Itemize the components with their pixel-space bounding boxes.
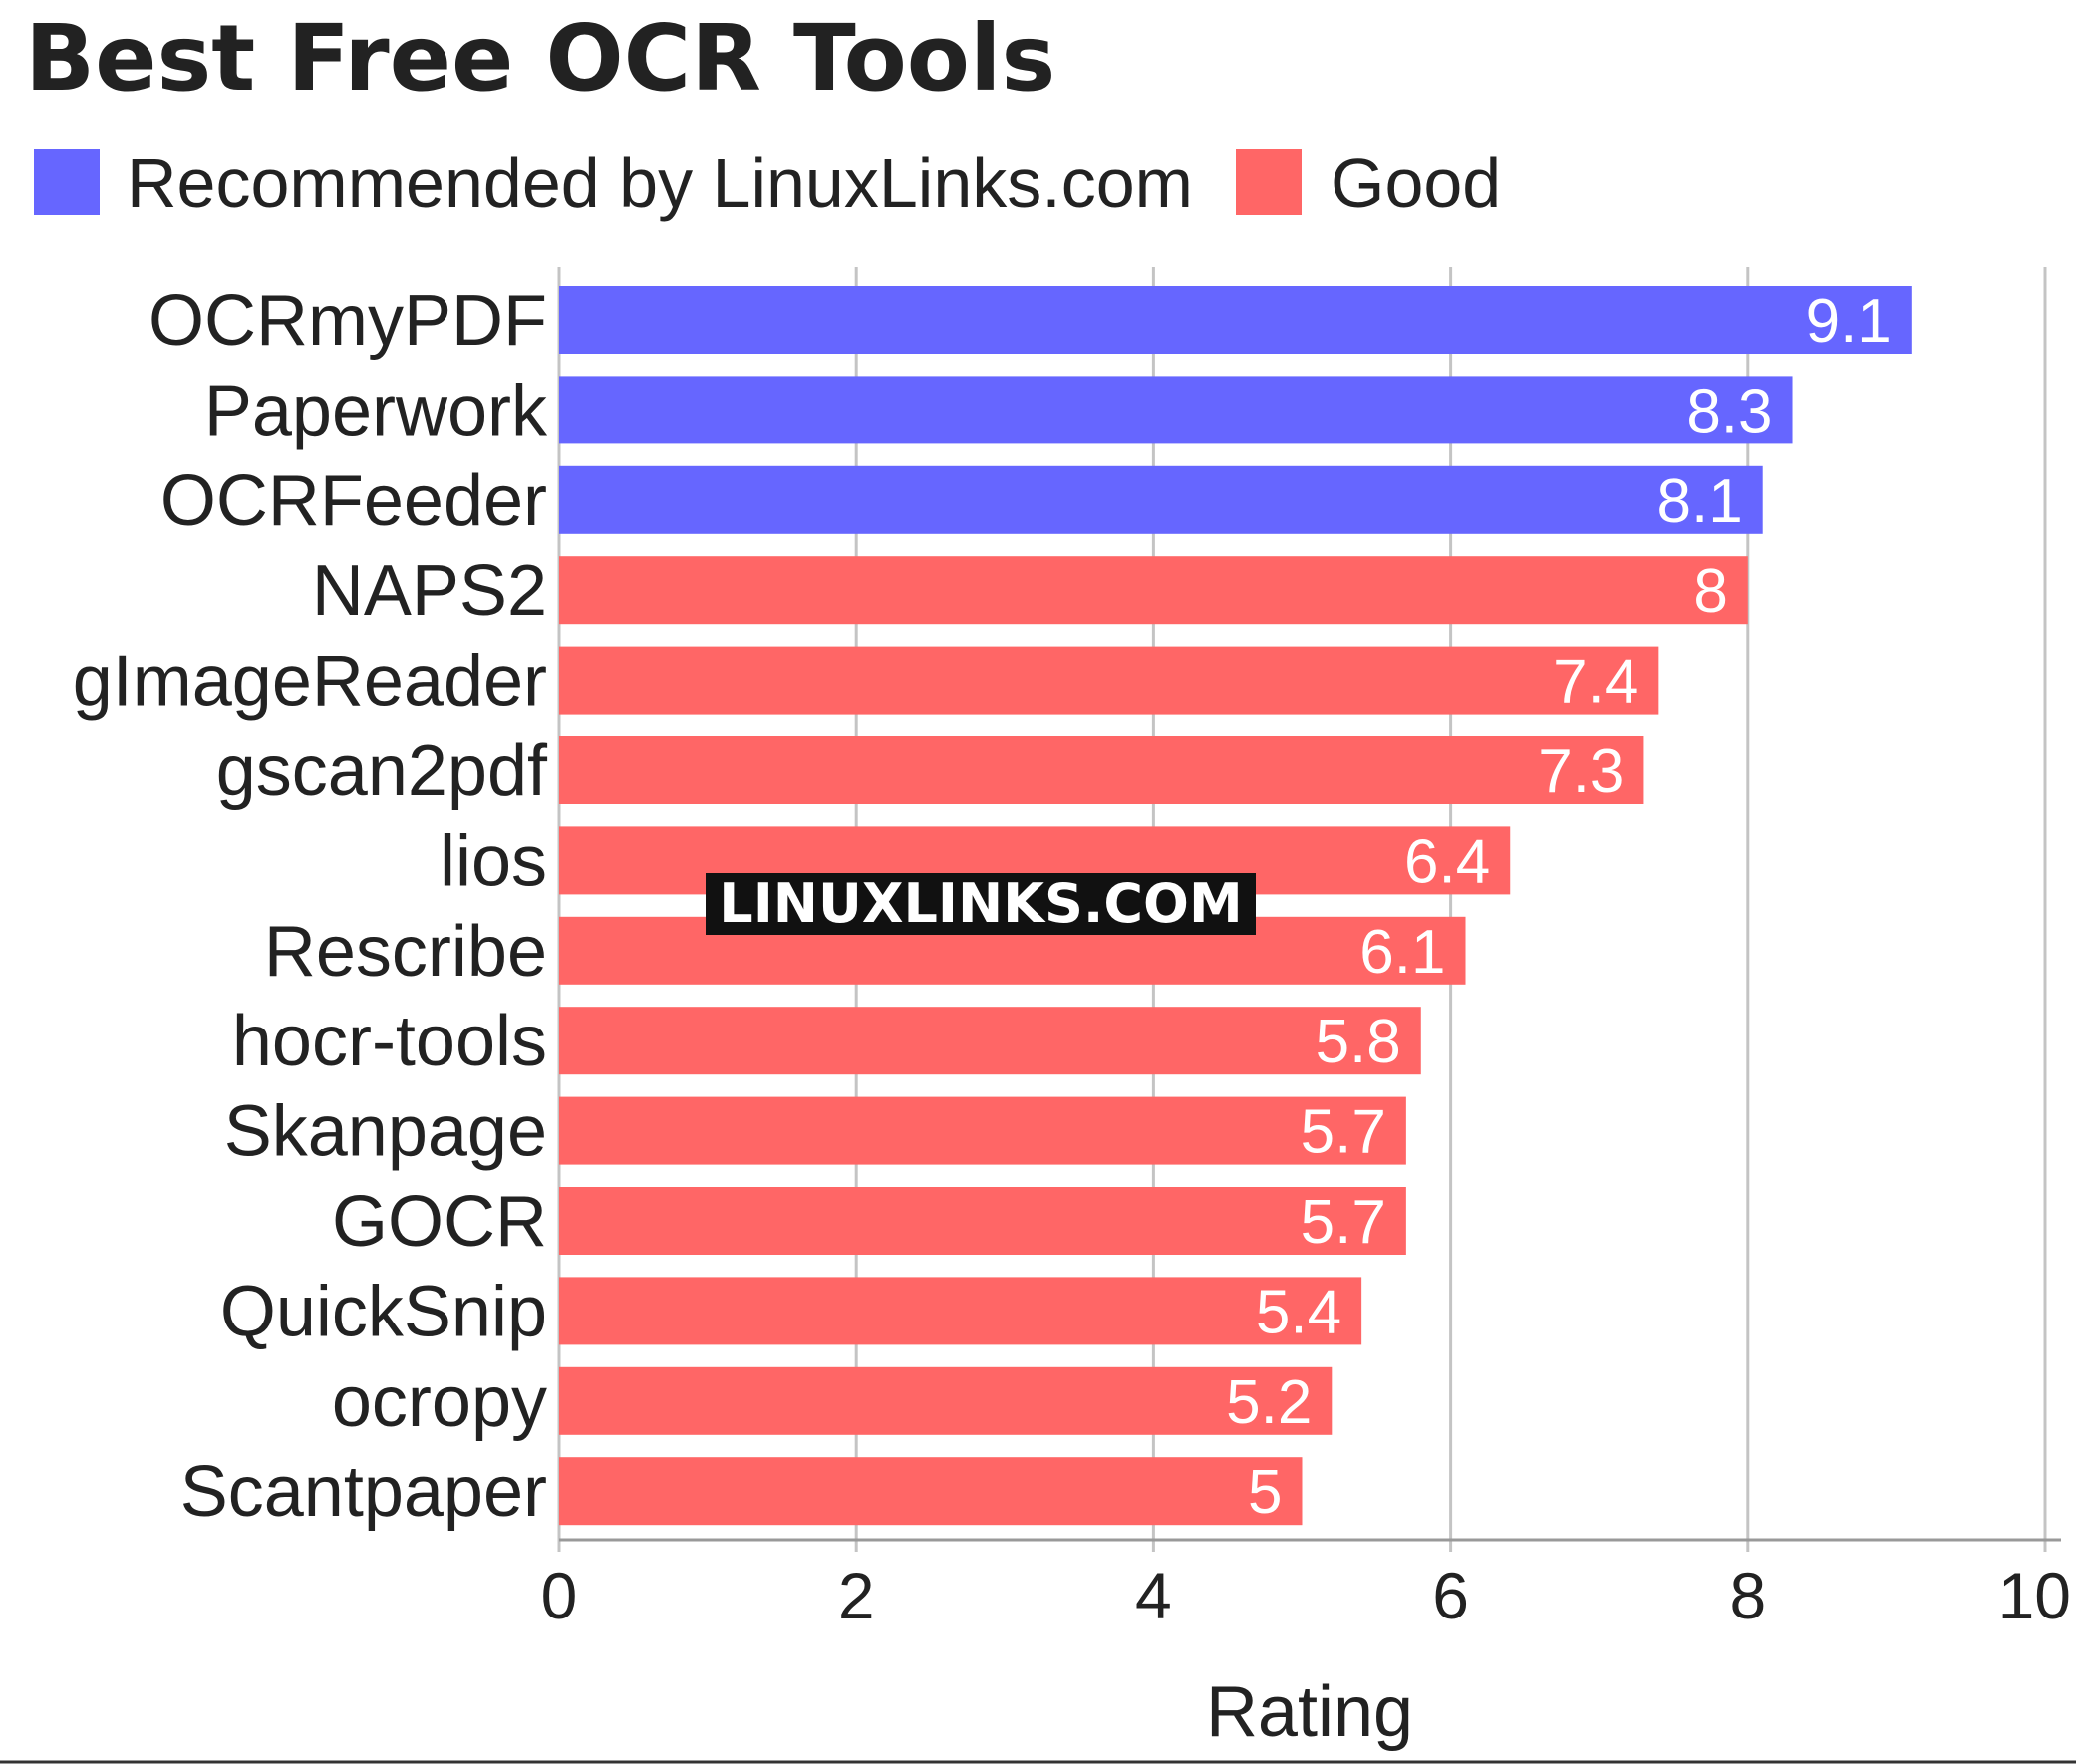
- category-label: OCRmyPDF: [148, 281, 547, 361]
- bar: [559, 736, 1644, 804]
- value-label: 6.1: [1359, 918, 1445, 987]
- bar: [559, 1277, 1362, 1345]
- bar: [559, 1457, 1303, 1526]
- category-label: Paperwork: [204, 371, 548, 450]
- value-label: 5.8: [1316, 1008, 1401, 1076]
- bar: [559, 646, 1659, 715]
- legend-label-recommended: Recommended by LinuxLinks.com: [127, 145, 1193, 222]
- tick-label: 4: [1135, 1559, 1172, 1632]
- category-label: NAPS2: [312, 551, 547, 631]
- value-label: 5.7: [1301, 1188, 1386, 1257]
- watermark-text: LINUXLINKS.COM: [719, 872, 1242, 935]
- bar: [559, 556, 1748, 625]
- category-label: gscan2pdf: [216, 732, 548, 811]
- category-label: gImageReader: [73, 642, 547, 722]
- category-label: Skanpage: [224, 1092, 547, 1172]
- value-label: 6.4: [1404, 827, 1490, 896]
- value-label: 9.1: [1806, 287, 1892, 356]
- value-label: 8.1: [1657, 467, 1743, 536]
- legend-swatch-recommended: [34, 149, 100, 215]
- category-labels: OCRmyPDF Paperwork OCRFeeder NAPS2 gImageRea…: [73, 281, 548, 1532]
- category-label: GOCR: [332, 1182, 547, 1262]
- value-label: 5.7: [1301, 1098, 1386, 1167]
- bar: [559, 286, 1912, 354]
- category-label: ocropy: [332, 1362, 547, 1442]
- value-label: 5.2: [1226, 1368, 1312, 1437]
- x-axis-ticks: 0 2 4 6 8 10: [541, 1559, 2071, 1632]
- watermark-box: [706, 873, 1256, 935]
- bar: [559, 1096, 1406, 1165]
- legend-swatch-good: [1236, 149, 1302, 215]
- bar: [559, 1007, 1421, 1075]
- tick-label: 8: [1729, 1559, 1766, 1632]
- category-label: OCRFeeder: [160, 461, 547, 541]
- x-axis-label: Rating: [1206, 1672, 1413, 1752]
- bar: [559, 1187, 1406, 1255]
- bar: [559, 1366, 1333, 1435]
- category-label: Rescribe: [264, 912, 547, 992]
- watermark: LINUXLINKS.COM: [706, 872, 1256, 935]
- tick-label: 10: [1998, 1559, 2071, 1632]
- value-label: 7.4: [1553, 648, 1638, 717]
- tick-label: 0: [541, 1559, 578, 1632]
- bar: [559, 376, 1793, 444]
- value-label: 8: [1693, 557, 1727, 626]
- value-label: 8.3: [1686, 377, 1772, 445]
- chart-title: Best Free OCR Tools: [25, 5, 1055, 112]
- tick-label: 2: [838, 1559, 875, 1632]
- tick-label: 6: [1432, 1559, 1469, 1632]
- category-label: QuickSnip: [220, 1272, 547, 1351]
- category-label: lios: [440, 821, 547, 901]
- bar: [559, 465, 1763, 534]
- category-label: hocr-tools: [232, 1002, 547, 1081]
- value-label: 5: [1248, 1458, 1282, 1527]
- legend: Recommended by LinuxLinks.com Good: [34, 145, 1501, 222]
- value-labels: 9.1 8.3 8.1 8 7.4 7.3 6.4 6.1 5.8 5.7 5.7 5.4 5.2 5: [1226, 287, 1892, 1527]
- bars: [559, 286, 1912, 1526]
- value-label: 7.3: [1538, 737, 1624, 806]
- category-label: Scantpaper: [180, 1452, 547, 1532]
- legend-label-good: Good: [1331, 145, 1501, 222]
- value-label: 5.4: [1256, 1278, 1341, 1346]
